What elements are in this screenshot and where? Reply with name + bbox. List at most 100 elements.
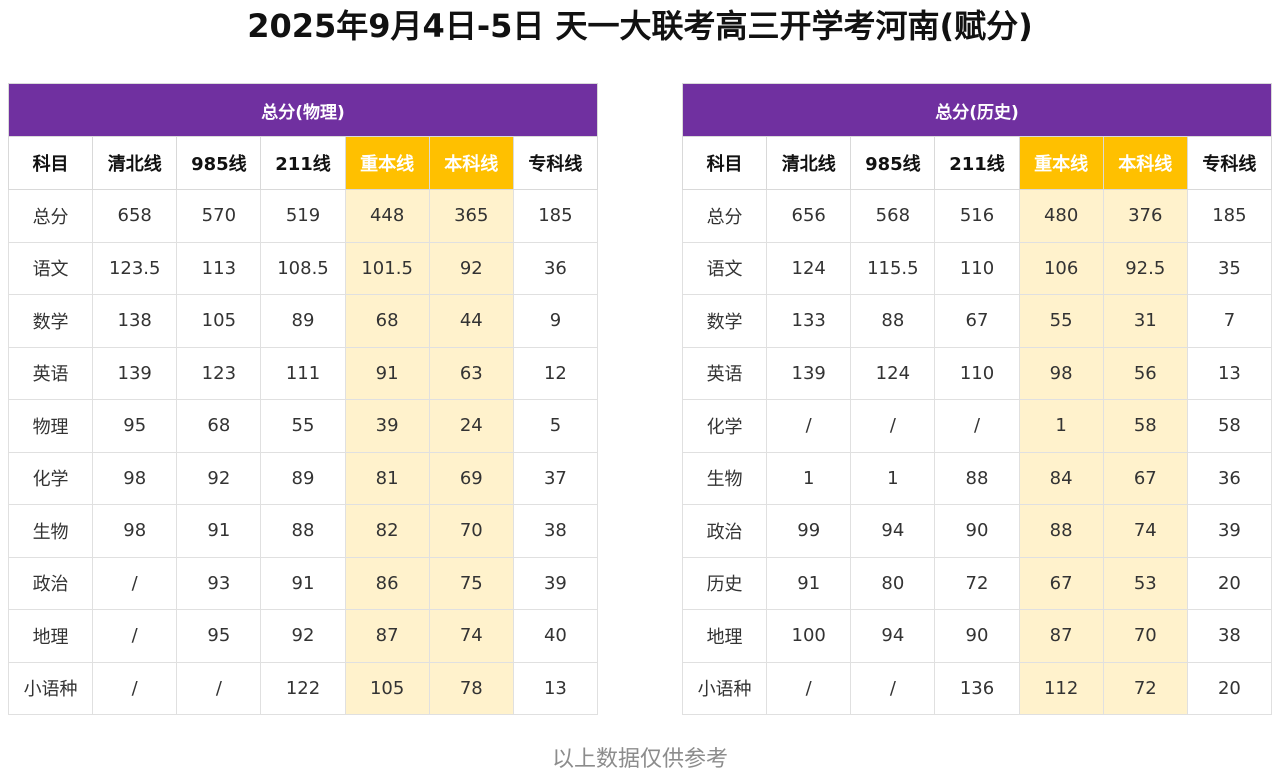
subject-cell: 化学 <box>681 399 768 453</box>
score-cell: / <box>766 399 852 453</box>
table-row: 地理/95 92 87 74 40 <box>7 609 599 663</box>
table-row: 地理 100 94 90 87 70 38 <box>681 609 1273 663</box>
score-cell: 88 <box>850 294 936 348</box>
score-cell: 92 <box>428 241 514 295</box>
score-cell: 91 <box>344 346 430 400</box>
score-cell: 91 <box>260 556 346 610</box>
score-cell: 139 <box>766 346 852 400</box>
subject-cell: 生物 <box>7 504 94 558</box>
score-cell: 55 <box>1018 294 1104 348</box>
score-cell: 38 <box>512 504 599 558</box>
subject-cell: 数学 <box>681 294 768 348</box>
score-cell: 98 <box>1018 346 1104 400</box>
physics-score-table: 总分(物理) 科目 清北线 985线 211线 重本线 本科线 专科线 总分 65… <box>7 83 599 715</box>
table-row: 政治 99 94 90 88 74 39 <box>681 504 1273 558</box>
score-cell: 88 <box>1018 504 1104 558</box>
score-cell: 1 <box>766 451 852 505</box>
score-cell: 84 <box>1018 451 1104 505</box>
column-header-qingbei: 清北线 <box>92 136 178 190</box>
score-cell: 90 <box>934 504 1020 558</box>
subject-cell: 总分 <box>681 189 768 243</box>
subject-cell: 英语 <box>681 346 768 400</box>
table-row: 生物 98 91 88 82 70 38 <box>7 504 599 558</box>
score-cell: 480 <box>1018 189 1104 243</box>
subject-cell: 语文 <box>681 241 768 295</box>
score-cell: 101.5 <box>344 241 430 295</box>
subject-cell: 生物 <box>681 451 768 505</box>
score-cell: 20 <box>1186 661 1273 715</box>
score-cell: 106 <box>1018 241 1104 295</box>
score-cell: 365 <box>428 189 514 243</box>
table-row: 总分 656 568 516 480 376 185 <box>681 189 1273 243</box>
score-cell: 89 <box>260 294 346 348</box>
score-cell: 88 <box>260 504 346 558</box>
score-cell: 95 <box>92 399 178 453</box>
score-cell: 67 <box>1018 556 1104 610</box>
score-cell: 123 <box>176 346 262 400</box>
score-cell: 87 <box>344 609 430 663</box>
table-row: 数学 138 105 89 68 44 9 <box>7 294 599 348</box>
table-row: 化学 98 92 89 81 69 37 <box>7 451 599 505</box>
score-cell: 133 <box>766 294 852 348</box>
score-cell: 185 <box>1186 189 1273 243</box>
column-header-benke: 本科线 <box>1102 136 1188 190</box>
score-cell: 31 <box>1102 294 1188 348</box>
score-cell: 55 <box>260 399 346 453</box>
score-cell: 185 <box>512 189 599 243</box>
table-row: 小语种 //136 112 72 20 <box>681 661 1273 715</box>
subject-cell: 英语 <box>7 346 94 400</box>
score-cell: 67 <box>934 294 1020 348</box>
score-cell: 7 <box>1186 294 1273 348</box>
score-cell: 58 <box>1186 399 1273 453</box>
score-cell: 516 <box>934 189 1020 243</box>
score-cell: 108.5 <box>260 241 346 295</box>
table-row: 语文 123.5 113 108.5 101.5 92 36 <box>7 241 599 295</box>
score-cell: 39 <box>512 556 599 610</box>
score-cell: 63 <box>428 346 514 400</box>
score-cell: 24 <box>428 399 514 453</box>
score-cell: 110 <box>934 241 1020 295</box>
score-cell: 58 <box>1102 399 1188 453</box>
score-cell: 53 <box>1102 556 1188 610</box>
footer-note: 以上数据仅供参考 <box>551 747 728 772</box>
score-cell: 86 <box>344 556 430 610</box>
score-cell: 80 <box>850 556 936 610</box>
table-row: 历史 91 80 72 67 53 20 <box>681 556 1273 610</box>
table-header-physics: 总分(物理) <box>8 83 598 137</box>
score-cell: 98 <box>92 451 178 505</box>
score-cell: 93 <box>176 556 262 610</box>
score-cell: 139 <box>92 346 178 400</box>
score-cell: / <box>176 661 262 715</box>
score-cell: 123.5 <box>92 241 178 295</box>
score-cell: 105 <box>176 294 262 348</box>
subject-cell: 政治 <box>7 556 94 610</box>
score-cell: 69 <box>428 451 514 505</box>
column-header-benke: 本科线 <box>428 136 514 190</box>
column-header-zhongben: 重本线 <box>1018 136 1104 190</box>
score-cell: 70 <box>428 504 514 558</box>
score-cell: 39 <box>344 399 430 453</box>
score-cell: 658 <box>92 189 178 243</box>
score-cell: 78 <box>428 661 514 715</box>
score-cell: 89 <box>260 451 346 505</box>
score-cell: 56 <box>1102 346 1188 400</box>
score-cell: 519 <box>260 189 346 243</box>
score-cell: 124 <box>850 346 936 400</box>
score-cell: 136 <box>934 661 1020 715</box>
history-table-body: 总分 656 568 516 480 376 185 语文 124 115.5 110 106 92.5… <box>681 189 1273 715</box>
column-header-qingbei: 清北线 <box>766 136 852 190</box>
column-header-subject: 科目 <box>7 136 94 190</box>
score-cell: / <box>92 609 178 663</box>
score-cell: 95 <box>176 609 262 663</box>
score-cell: 91 <box>176 504 262 558</box>
score-cell: 115.5 <box>850 241 936 295</box>
score-cell: 92.5 <box>1102 241 1188 295</box>
table-row: 化学 / //1 58 58 <box>681 399 1273 453</box>
score-cell: 74 <box>428 609 514 663</box>
score-cell: 112 <box>1018 661 1104 715</box>
subject-cell: 化学 <box>7 451 94 505</box>
table-row: 总分 658 570 519 448 365 185 <box>7 189 599 243</box>
table-row: 生物 1 1 88 84 67 36 <box>681 451 1273 505</box>
score-cell: 138 <box>92 294 178 348</box>
score-cell: / <box>934 399 1020 453</box>
